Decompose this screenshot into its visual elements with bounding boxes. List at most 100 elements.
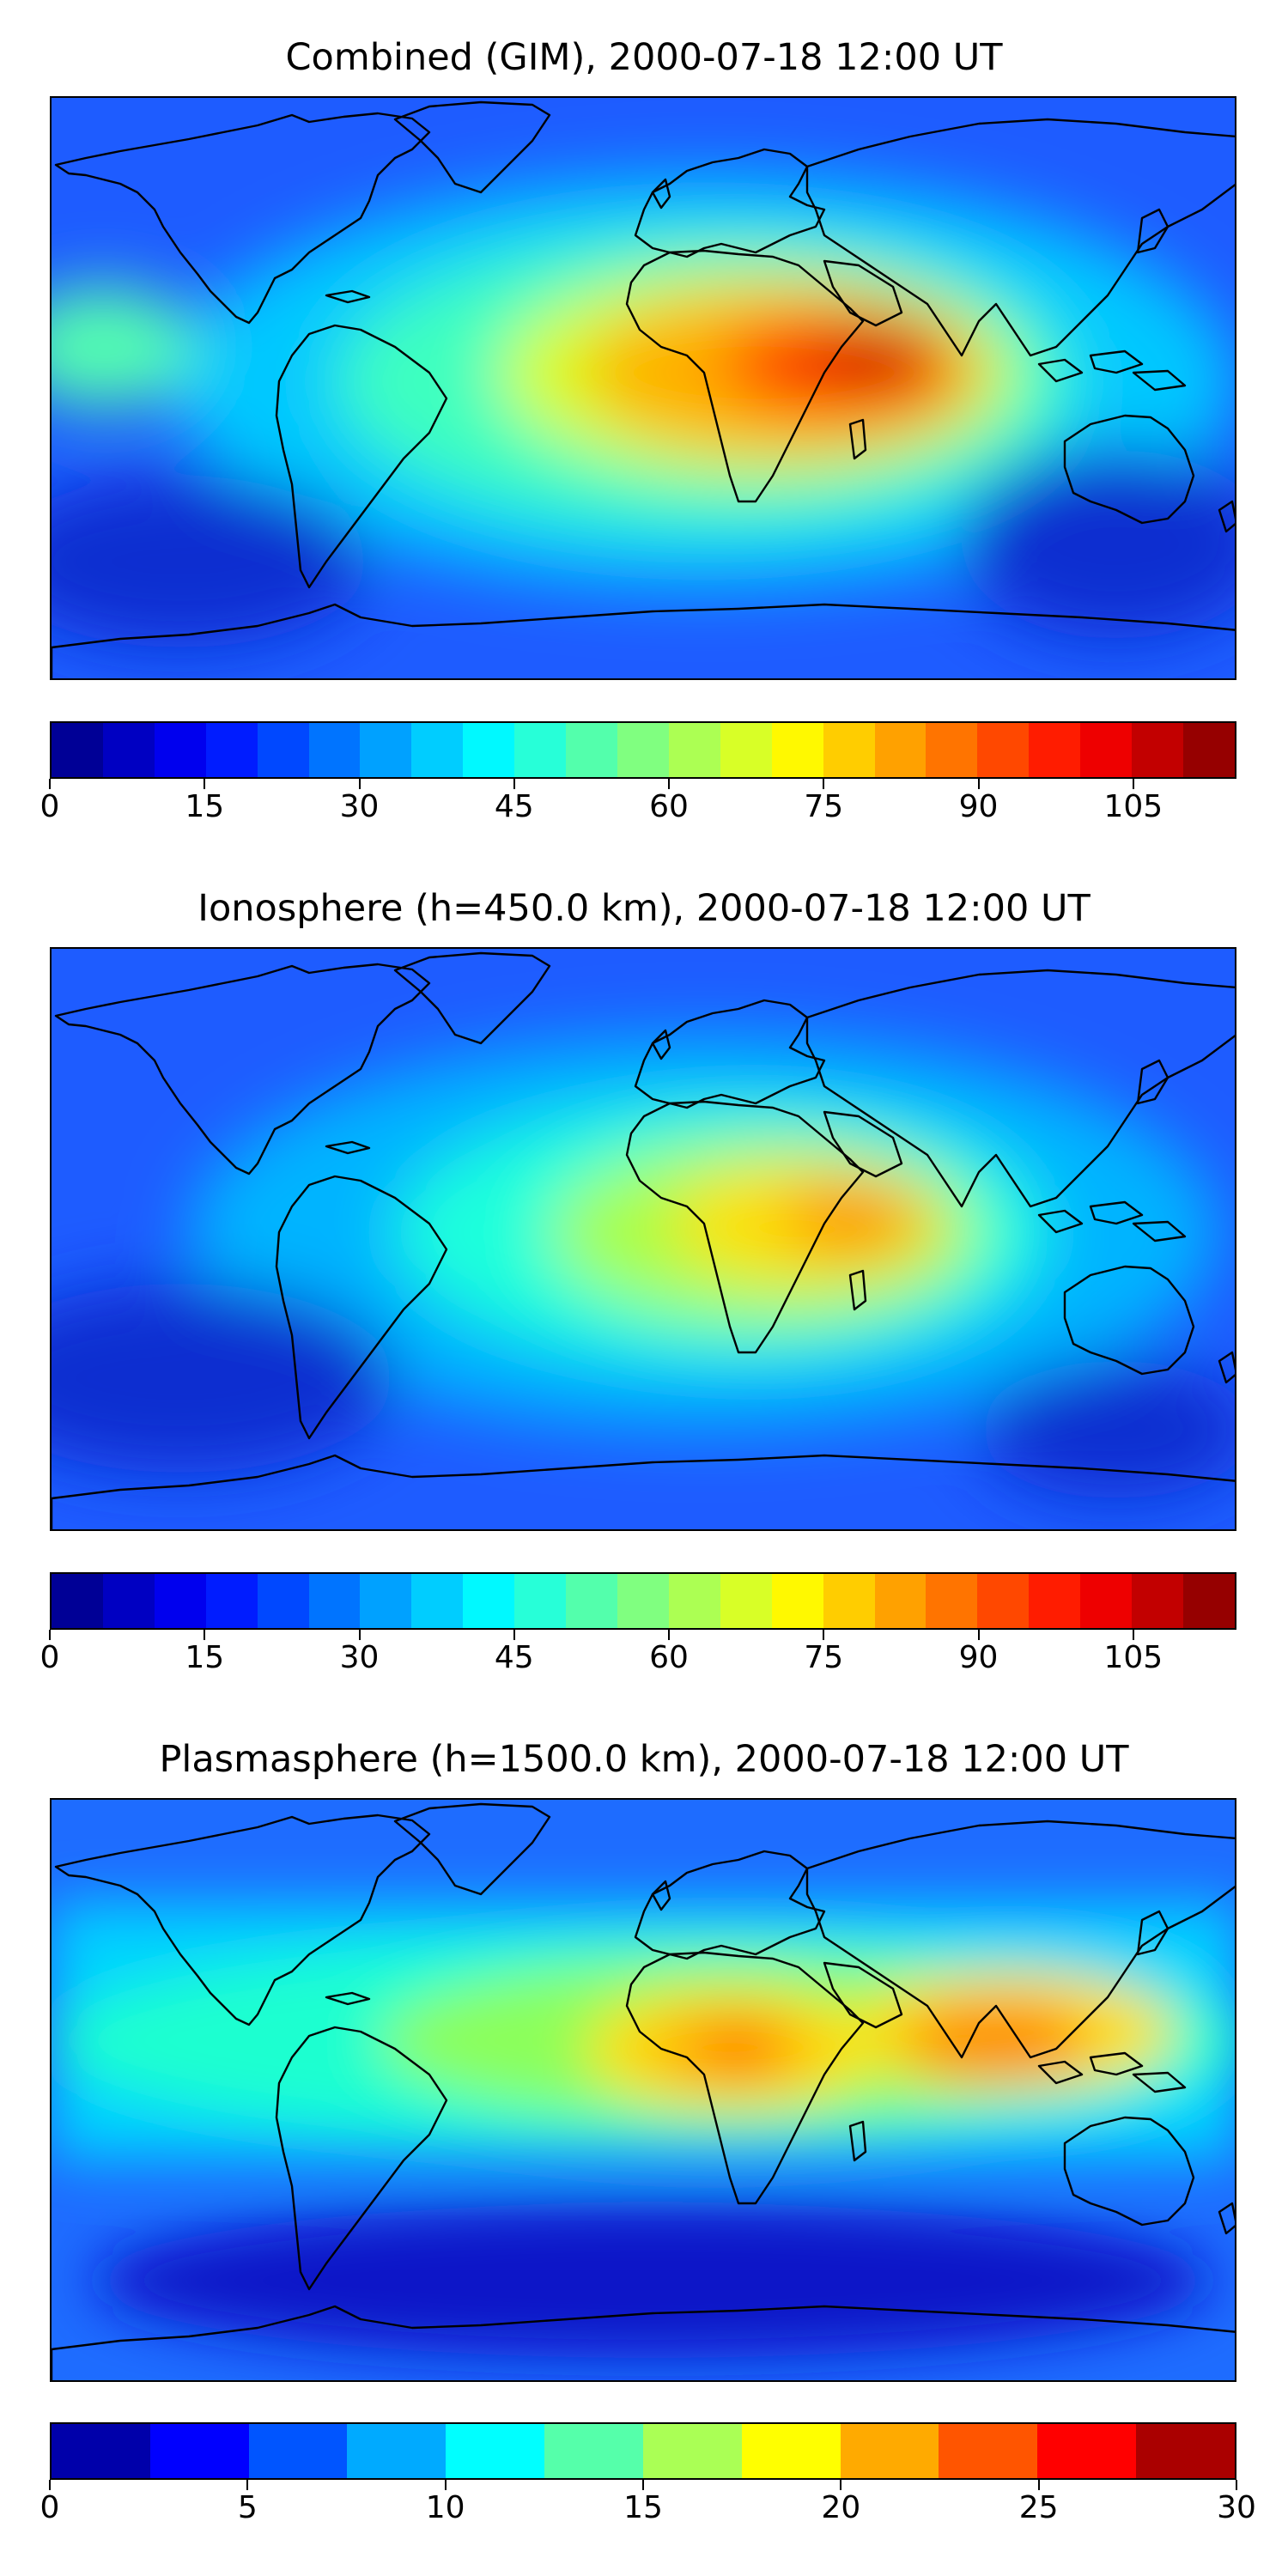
colorbar-segment bbox=[52, 723, 103, 777]
colorbar-segment bbox=[771, 723, 823, 777]
colorbar-tick-label: 105 bbox=[1103, 789, 1163, 824]
colorbar-tick-label: 45 bbox=[494, 1640, 534, 1675]
colorbar-segment bbox=[154, 723, 206, 777]
colorbar-segment bbox=[154, 1574, 206, 1628]
colorbar-segment bbox=[102, 723, 155, 777]
colorbar-tick bbox=[840, 2480, 842, 2490]
colorbar-tick-label: 15 bbox=[185, 789, 225, 824]
colorbar-tick bbox=[49, 2480, 51, 2490]
colorbar-segment bbox=[1182, 1574, 1235, 1628]
colorbar-segment bbox=[741, 2424, 841, 2478]
colorbar-segment bbox=[347, 2424, 447, 2478]
colorbar-tick bbox=[49, 779, 51, 789]
colorbar-segment bbox=[668, 723, 720, 777]
colorbar-tick bbox=[444, 2480, 447, 2490]
colorbar-segment bbox=[977, 1574, 1030, 1628]
colorbar-tick-label: 30 bbox=[1217, 2490, 1256, 2525]
colorbar-tick-label: 60 bbox=[649, 1640, 689, 1675]
colorbar-segment bbox=[411, 1574, 464, 1628]
colorbar-segment bbox=[52, 1574, 103, 1628]
colorbar-tick bbox=[823, 1630, 825, 1640]
colorbar-tick bbox=[977, 779, 980, 789]
colorbar-segment bbox=[544, 2424, 643, 2478]
colorbar-tick bbox=[1132, 1630, 1134, 1640]
colorbar-tick bbox=[204, 779, 206, 789]
colorbar-tick-label: 75 bbox=[804, 789, 844, 824]
colorbar-segment bbox=[463, 723, 515, 777]
colorbar-plasmasphere bbox=[50, 2422, 1236, 2480]
colorbar-segment bbox=[1080, 723, 1133, 777]
colorbar-tick bbox=[246, 2480, 249, 2490]
colorbar-segment bbox=[102, 1574, 155, 1628]
colorbar-tick-label: 0 bbox=[39, 789, 60, 824]
colorbar-segment bbox=[248, 2424, 348, 2478]
colorbar-segment bbox=[566, 723, 617, 777]
colorbar-segment bbox=[411, 723, 464, 777]
colorbar-segment bbox=[1029, 1574, 1081, 1628]
map-ionosphere bbox=[50, 947, 1236, 1531]
colorbar-tick-label: 15 bbox=[623, 2490, 663, 2525]
colorbar-tick bbox=[1132, 779, 1134, 789]
colorbar-tick-label: 45 bbox=[494, 789, 534, 824]
colorbar-segment bbox=[514, 1574, 567, 1628]
colorbar-tick bbox=[668, 1630, 671, 1640]
colorbar-segment bbox=[1029, 723, 1081, 777]
colorbar-segment bbox=[926, 723, 978, 777]
colorbar-tick bbox=[823, 779, 825, 789]
colorbar-tick-label: 90 bbox=[958, 1640, 999, 1675]
colorbar-segment bbox=[360, 723, 412, 777]
colorbar-segment bbox=[360, 1574, 412, 1628]
map-combined bbox=[50, 96, 1236, 680]
colorbar-segment bbox=[1037, 2424, 1137, 2478]
colorbar-segment bbox=[1136, 2424, 1235, 2478]
colorbar-tick-label: 20 bbox=[821, 2490, 861, 2525]
colorbar-segment bbox=[308, 723, 361, 777]
colorbar-tick-label: 10 bbox=[425, 2490, 465, 2525]
colorbar-segment bbox=[446, 2424, 545, 2478]
colorbar-segment bbox=[257, 1574, 309, 1628]
colorbar-segment bbox=[874, 1574, 927, 1628]
colorbar-tick-label: 0 bbox=[39, 2490, 60, 2525]
colorbar-tick-label: 15 bbox=[185, 1640, 225, 1675]
colorbar-segment bbox=[840, 2424, 939, 2478]
colorbar-ionosphere bbox=[50, 1572, 1236, 1630]
colorbar-tick-label: 30 bbox=[339, 1640, 380, 1675]
colorbar-tick bbox=[49, 1630, 51, 1640]
colorbar-segment bbox=[874, 723, 927, 777]
colorbar-segment bbox=[642, 2424, 742, 2478]
colorbar-tick-label: 90 bbox=[958, 789, 999, 824]
colorbar-segment bbox=[1182, 723, 1235, 777]
map-plasmasphere bbox=[50, 1798, 1236, 2382]
colorbar-tick bbox=[977, 1630, 980, 1640]
colorbar-segment bbox=[205, 723, 258, 777]
panel-title-plasmasphere: Plasmasphere (h=1500.0 km), 2000-07-18 1… bbox=[159, 1738, 1129, 1781]
colorbar-tick-label: 25 bbox=[1018, 2490, 1059, 2525]
colorbar-tick bbox=[1037, 2480, 1040, 2490]
colorbar-tick bbox=[358, 779, 361, 789]
colorbar-segment bbox=[52, 2424, 150, 2478]
colorbar-tick bbox=[513, 1630, 515, 1640]
colorbar-segment bbox=[939, 2424, 1038, 2478]
colorbar-segment bbox=[720, 1574, 772, 1628]
colorbar-segment bbox=[149, 2424, 249, 2478]
colorbar-combined bbox=[50, 721, 1236, 779]
colorbar-segment bbox=[617, 1574, 669, 1628]
colorbar-tick-label: 75 bbox=[804, 1640, 844, 1675]
colorbar-tick bbox=[358, 1630, 361, 1640]
colorbar-tick bbox=[1236, 2480, 1237, 2490]
colorbar-segment bbox=[205, 1574, 258, 1628]
colorbar-tick bbox=[668, 779, 671, 789]
colorbar-tick-label: 60 bbox=[649, 789, 689, 824]
colorbar-segment bbox=[257, 723, 309, 777]
colorbar-segment bbox=[566, 1574, 617, 1628]
colorbar-segment bbox=[308, 1574, 361, 1628]
colorbar-segment bbox=[668, 1574, 720, 1628]
colorbar-segment bbox=[1080, 1574, 1133, 1628]
colorbar-segment bbox=[1132, 1574, 1183, 1628]
colorbar-tick-label: 5 bbox=[237, 2490, 258, 2525]
colorbar-segment bbox=[1132, 723, 1183, 777]
colorbar-tick bbox=[513, 779, 515, 789]
colorbar-segment bbox=[823, 723, 875, 777]
colorbar-tick-label: 30 bbox=[339, 789, 380, 824]
colorbar-tick bbox=[204, 1630, 206, 1640]
